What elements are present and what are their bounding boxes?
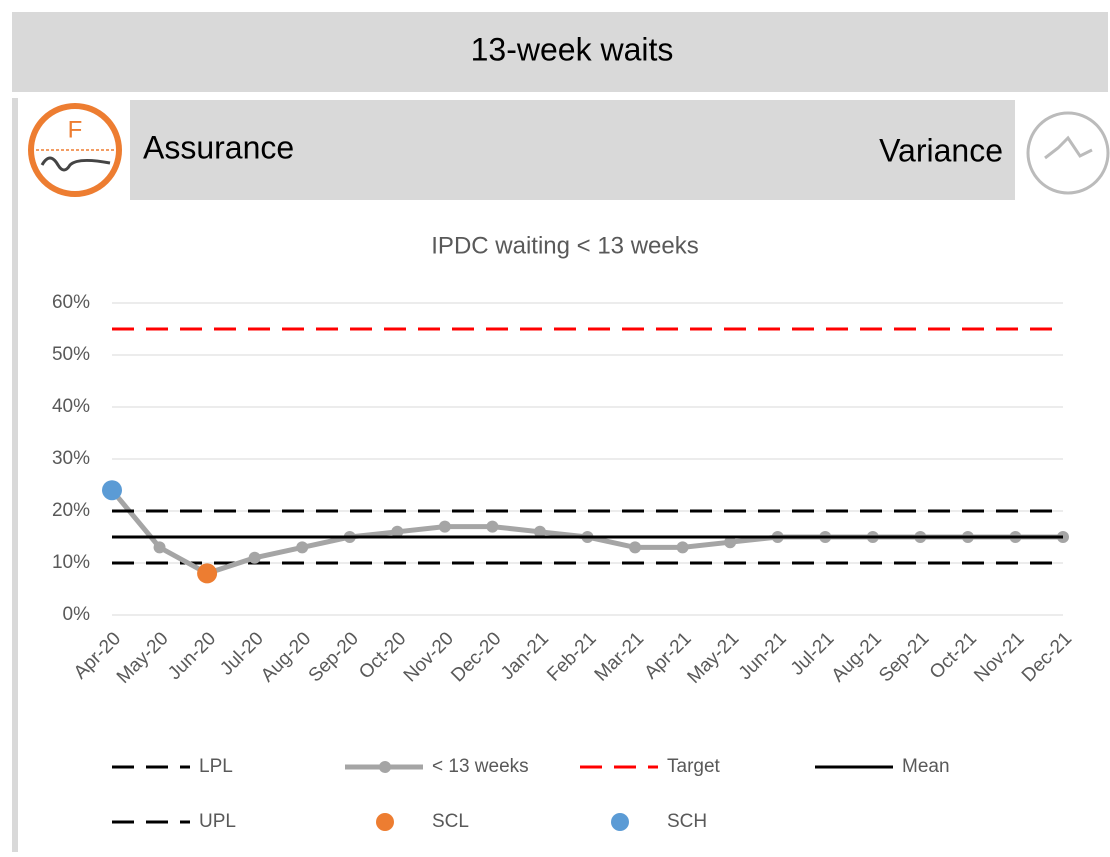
- data-point: [486, 520, 499, 533]
- variance-icon-line: [1044, 135, 1093, 160]
- header-title: 13-week waits: [471, 31, 674, 67]
- data-point: [438, 520, 451, 533]
- y-tick-label: 50%: [52, 344, 90, 365]
- data-point: [391, 525, 404, 538]
- y-tick-label: 30%: [52, 448, 90, 469]
- data-point: [676, 541, 689, 554]
- data-point: [296, 541, 309, 554]
- chart-title: IPDC waiting < 13 weeks: [431, 232, 698, 259]
- data-point: [629, 541, 642, 554]
- y-tick-label: 0%: [63, 604, 91, 625]
- legend-label: Mean: [902, 756, 950, 777]
- header-bar: [12, 12, 1108, 92]
- data-point: [248, 551, 261, 564]
- y-tick-label: 60%: [52, 292, 90, 313]
- data-point: [533, 525, 546, 538]
- variance-icon: [1026, 111, 1110, 195]
- x-tick-label: Dec-21: [1018, 628, 1076, 686]
- assurance-icon-letter: F: [68, 116, 83, 143]
- assurance-label: Assurance: [143, 129, 294, 165]
- legend-marker: [379, 761, 391, 773]
- x-tick-label: Nov-20: [400, 628, 458, 686]
- y-tick-label: 20%: [52, 500, 90, 521]
- x-tick-label: Aug-20: [257, 628, 315, 686]
- x-tick-label: Sep-21: [875, 628, 933, 686]
- panel-bar: [130, 100, 1015, 200]
- legend-label: Target: [667, 756, 721, 777]
- x-tick-label: Aug-21: [828, 628, 886, 686]
- x-tick-label: Mar-21: [591, 628, 648, 685]
- legend-label: UPL: [199, 811, 236, 832]
- x-tick-label: Jun-20: [164, 628, 220, 684]
- legend-marker: [376, 813, 394, 831]
- y-tick-label: 10%: [52, 552, 90, 573]
- x-tick-label: Jun-21: [735, 628, 791, 684]
- left-border: [12, 98, 18, 852]
- legend-label: SCH: [667, 811, 707, 832]
- x-tick-label: Feb-21: [543, 628, 600, 685]
- x-tick-label: Dec-20: [447, 628, 505, 686]
- legend-label: < 13 weeks: [432, 756, 529, 777]
- legend-label: LPL: [199, 756, 233, 777]
- data-point: [102, 480, 122, 501]
- data-point: [197, 563, 218, 584]
- assurance-icon: [28, 103, 122, 197]
- x-tick-label: Nov-21: [970, 628, 1028, 686]
- x-tick-label: May-21: [684, 628, 744, 688]
- x-tick-label: Sep-20: [305, 628, 363, 686]
- data-point: [153, 541, 166, 554]
- legend-label: SCL: [432, 811, 469, 832]
- y-tick-label: 40%: [52, 396, 90, 417]
- variance-label: Variance: [879, 132, 1003, 168]
- legend-marker: [611, 813, 629, 831]
- data-point: [724, 536, 737, 549]
- x-tick-label: May-20: [113, 628, 173, 688]
- x-tick-label: Jan-21: [497, 628, 553, 684]
- icon-wave: [40, 156, 111, 172]
